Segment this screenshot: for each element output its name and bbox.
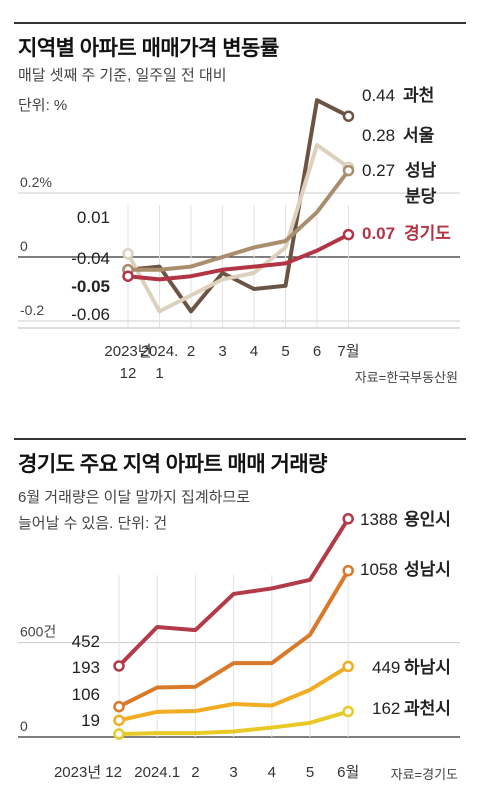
chart2-start-value-label: 19 bbox=[81, 711, 100, 730]
chart1-end-value-label: 0.07 bbox=[362, 224, 395, 243]
chart1-series-name-label: 분당 bbox=[405, 187, 437, 206]
chart2-series-name-label: 과천시 bbox=[404, 699, 451, 718]
chart1-series-line-2 bbox=[126, 168, 351, 272]
chart1-end-value-label: 0.27 bbox=[362, 161, 395, 180]
chart2-point bbox=[342, 564, 354, 577]
chart1-y-tick-label: -0.2 bbox=[20, 302, 44, 318]
chart2-series-name-label: 성남시 bbox=[404, 560, 451, 579]
chart1-x-tick-label: 1 bbox=[155, 365, 163, 382]
chart1-x-tick-label: 6 bbox=[313, 343, 321, 360]
chart1-point bbox=[122, 248, 134, 260]
chart1-title: 지역별 아파트 매매가격 변동률 bbox=[18, 37, 279, 60]
chart1-x-tick-label: 2023년 bbox=[104, 343, 151, 360]
chart1-x-tick-label: 7월 bbox=[337, 343, 359, 360]
chart1-unit-label: 단위: % bbox=[18, 97, 68, 114]
chart2-point bbox=[113, 700, 125, 713]
chart2-end-value-label: 162 bbox=[372, 699, 400, 718]
chart2-subtitle-line1: 6월 거래량은 이달 말까지 집계하므로 bbox=[18, 489, 251, 506]
chart1-series-name-label: 성남 bbox=[405, 161, 437, 180]
chart1-end-value-label: 0.28 bbox=[362, 126, 395, 145]
chart2-y-tick-label: 600건 bbox=[20, 624, 56, 640]
chart1-source: 자료=한국부동산원 bbox=[354, 370, 458, 385]
chart1-series-line-0 bbox=[126, 98, 351, 314]
chart1-x-tick-label: 2024. bbox=[141, 343, 179, 360]
chart2-y-tick-label: 0 bbox=[20, 718, 28, 734]
chart2-x-tick-label: 2023년 12 bbox=[54, 764, 122, 781]
chart2-title: 경기도 주요 지역 아파트 매매 거래량 bbox=[18, 453, 327, 476]
chart1-series-name-label: 서울 bbox=[403, 126, 435, 145]
chart2-point bbox=[113, 728, 125, 740]
middle-rule bbox=[14, 438, 466, 440]
chart2-start-value-label: 452 bbox=[72, 632, 100, 651]
chart2-subtitle-line2: 늘어날 수 있음. 단위: 건 bbox=[18, 515, 168, 532]
chart2-x-tick-label: 6월 bbox=[337, 764, 359, 781]
chart2-series-name-label: 용인시 bbox=[404, 510, 451, 529]
chart2-end-value-label: 449 bbox=[372, 658, 400, 677]
chart1-point bbox=[122, 270, 134, 282]
chart2-series-name-label: 하남시 bbox=[404, 658, 451, 677]
chart2-series-line-3 bbox=[117, 709, 351, 737]
chart2-x-tick-label: 4 bbox=[268, 764, 276, 781]
chart2-point bbox=[113, 660, 125, 672]
chart1-start-value-label: -0.05 bbox=[71, 277, 110, 296]
chart1-y-tick-label: 0.2% bbox=[20, 174, 52, 190]
chart2-end-value-label: 1388 bbox=[360, 510, 398, 529]
chart1-subtitle: 매달 셋째 주 기준, 일주일 전 대비 bbox=[18, 67, 227, 84]
chart1-x-tick-label: 5 bbox=[281, 343, 289, 360]
chart1-start-value-label: -0.04 bbox=[71, 249, 110, 268]
chart2-start-value-label: 193 bbox=[72, 658, 100, 677]
chart2-x-tick-label: 3 bbox=[229, 764, 237, 781]
chart1-series-line-3 bbox=[126, 232, 351, 282]
chart1-end-value-label: 0.44 bbox=[362, 86, 395, 105]
chart1-y-tick-label: 0 bbox=[20, 238, 28, 254]
chart1-point bbox=[342, 110, 355, 122]
chart1-point bbox=[342, 228, 355, 241]
chart1-x-tick-label: 3 bbox=[218, 343, 226, 360]
chart2-series-line-1 bbox=[117, 568, 351, 709]
chart1-series-name-label: 과천 bbox=[403, 86, 434, 105]
chart1-point bbox=[342, 164, 355, 177]
chart2-start-value-label: 106 bbox=[72, 685, 100, 704]
chart2-x-tick-label: 2 bbox=[191, 764, 199, 781]
chart2-end-value-label: 1058 bbox=[360, 560, 398, 579]
chart2-point bbox=[113, 714, 125, 727]
chart2-x-tick-label: 2024.1 bbox=[134, 764, 180, 781]
chart2-point bbox=[342, 705, 354, 718]
chart2-point bbox=[342, 660, 354, 673]
chart2-x-tick-label: 5 bbox=[306, 764, 314, 781]
top-rule bbox=[14, 22, 466, 24]
chart1-start-value-label: 0.01 bbox=[77, 208, 110, 227]
chart1-x-tick-label: 4 bbox=[250, 343, 258, 360]
chart2-series-line-0 bbox=[117, 516, 351, 668]
chart1-x-tick-label: 2 bbox=[187, 343, 195, 360]
chart2-series-line-2 bbox=[117, 664, 351, 723]
chart1-series-name-label: 경기도 bbox=[404, 224, 451, 243]
chart2-point bbox=[342, 513, 354, 525]
chart1-series-line-1 bbox=[126, 143, 351, 314]
chart1-x-tick-label: 12 bbox=[120, 365, 137, 382]
chart1-start-value-label: -0.06 bbox=[71, 305, 110, 324]
chart2-source: 자료=경기도 bbox=[390, 767, 458, 782]
